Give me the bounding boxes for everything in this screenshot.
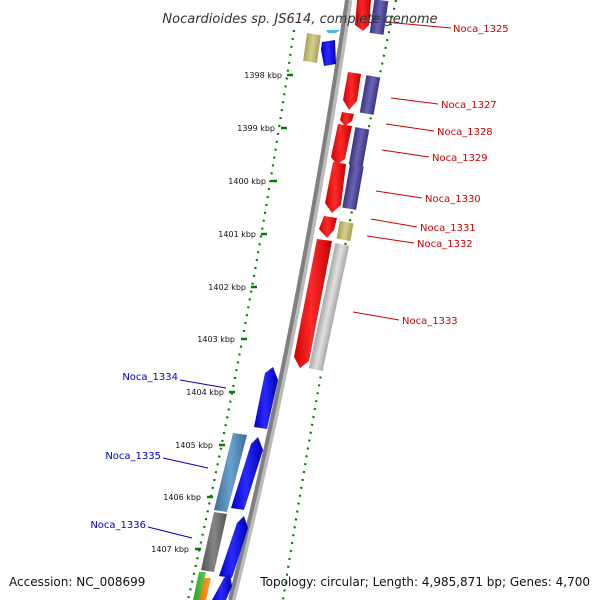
feature-gray-1336[interactable] [201, 512, 227, 572]
leader-noca-1329 [381, 149, 430, 158]
gene-label-noca-1335[interactable]: Noca_1335 [105, 451, 161, 462]
gene-label-noca-1325[interactable]: Noca_1325 [453, 24, 509, 35]
gene-label-noca-1334[interactable]: Noca_1334 [122, 372, 178, 383]
feature-noca-1336[interactable] [219, 516, 248, 578]
gene-label-noca-1329[interactable]: Noca_1329 [432, 153, 488, 164]
feature-noca-1327[interactable] [343, 72, 361, 110]
feature-blue-top[interactable] [321, 40, 336, 66]
kbp-label: 1398 kbp [244, 71, 282, 80]
feature-silver-1333[interactable] [308, 242, 350, 372]
feature-khaki-top[interactable] [303, 33, 321, 63]
kbp-label: 1404 kbp [186, 388, 224, 397]
leader-noca-1336 [147, 526, 193, 539]
reverse-leaders [147, 379, 227, 539]
feature-slate-1329[interactable] [348, 127, 370, 167]
forward-gene-labels: Noca_1325 Noca_1327 Noca_1328 Noca_1329 … [402, 24, 509, 327]
leader-noca-1325 [384, 21, 452, 29]
forward-leaders [352, 21, 452, 321]
leader-noca-1332 [366, 235, 415, 244]
inner-tick-rail [186, 29, 296, 600]
feature-noca-1335[interactable] [231, 437, 263, 510]
feature-orange-bottom[interactable] [199, 578, 211, 600]
leader-noca-1328 [385, 123, 435, 132]
feature-slate-1330[interactable] [342, 164, 364, 210]
accession-text: Accession: NC_008699 [9, 575, 145, 589]
feature-slate-top[interactable] [369, 0, 389, 35]
feature-noca-1331[interactable] [319, 216, 337, 238]
leader-noca-1333 [352, 311, 400, 321]
backbone [228, 0, 349, 600]
gene-label-noca-1333[interactable]: Noca_1333 [402, 316, 458, 327]
gene-label-noca-1332[interactable]: Noca_1332 [417, 239, 473, 250]
kbp-ticks [195, 73, 293, 551]
kbp-label: 1402 kbp [208, 283, 246, 292]
map-title: Nocardioides sp. JS614, complete genome [162, 12, 437, 27]
feature-noca-1334[interactable] [254, 367, 278, 429]
feature-slate-1327[interactable] [359, 75, 381, 115]
kbp-label: 1407 kbp [151, 545, 189, 554]
feature-noca-1333[interactable] [294, 239, 332, 368]
leader-noca-1327 [390, 97, 439, 105]
feature-cyan-top[interactable] [326, 30, 340, 33]
feature-blue-bottom[interactable] [212, 574, 232, 600]
reverse-gene-labels: Noca_1334 Noca_1335 Noca_1336 [90, 372, 178, 531]
feature-green-bottom[interactable] [193, 572, 206, 600]
feature-noca-1329[interactable] [331, 124, 352, 165]
feature-noca-1330[interactable] [325, 162, 346, 213]
leader-noca-1331 [370, 218, 418, 228]
feature-noca-1325[interactable] [355, 0, 371, 31]
kbp-label: 1399 kbp [237, 124, 275, 133]
gene-label-noca-1328[interactable]: Noca_1328 [437, 127, 493, 138]
kbp-label: 1403 kbp [197, 335, 235, 344]
kbp-label: 1405 kbp [175, 441, 213, 450]
gene-label-noca-1327[interactable]: Noca_1327 [441, 100, 497, 111]
kbp-label: 1406 kbp [163, 493, 201, 502]
gene-label-noca-1330[interactable]: Noca_1330 [425, 194, 481, 205]
feature-steel-1335[interactable] [214, 433, 247, 512]
leader-noca-1330 [375, 190, 423, 199]
gene-label-noca-1331[interactable]: Noca_1331 [420, 223, 476, 234]
feature-khaki-1332[interactable] [336, 220, 354, 242]
gene-label-noca-1336[interactable]: Noca_1336 [90, 520, 146, 531]
kbp-label: 1401 kbp [218, 230, 256, 239]
kbp-label: 1400 kbp [228, 177, 266, 186]
leader-noca-1335 [162, 457, 209, 469]
leader-noca-1334 [179, 379, 227, 389]
feature-noca-1328[interactable] [340, 112, 354, 126]
kbp-labels: 1398 kbp 1399 kbp 1400 kbp 1401 kbp 1402… [151, 71, 282, 554]
topology-text: Topology: circular; Length: 4,985,871 bp… [259, 575, 590, 589]
